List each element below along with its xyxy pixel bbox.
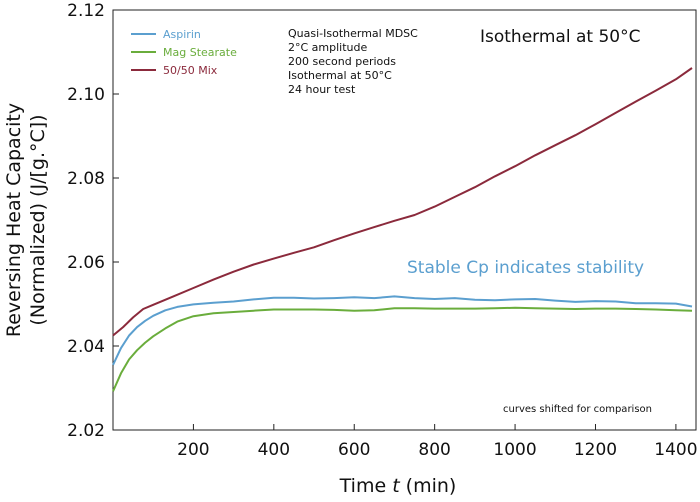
y-tick-label: 2.10: [67, 85, 105, 105]
shift-note: curves shifted for comparison: [503, 404, 652, 415]
x-tick-label: 1000: [493, 440, 536, 460]
method-note-line: Quasi-Isothermal MDSC: [288, 27, 418, 40]
y-tick-label: 2.08: [67, 169, 105, 189]
y-tick-label: 2.12: [67, 1, 105, 21]
method-note-line: 24 hour test: [288, 83, 356, 96]
x-axis-title-prefix: Time: [339, 475, 393, 497]
legend: Aspirin Mag Stearate 50/50 Mix: [131, 28, 237, 77]
method-note-line: 200 second periods: [288, 55, 396, 68]
y-tick-label: 2.04: [67, 337, 105, 357]
y-tick-label: 2.02: [67, 421, 105, 441]
stable-annotation: Stable Cp indicates stability: [407, 258, 644, 278]
series-line-mag-stearate: [112, 306, 693, 392]
x-tick-label: 200: [177, 440, 209, 460]
x-tick-label: 800: [418, 440, 450, 460]
series-line-50-50-mix: [112, 67, 693, 337]
x-axis-title-variable: t: [392, 475, 401, 497]
x-tick-label: 400: [258, 440, 290, 460]
y-axis-title-line1: Reversing Heat Capacity: [3, 103, 25, 337]
x-tick-label: 600: [338, 440, 370, 460]
y-axis: 2.02 2.04 2.06 2.08 2.10 2.12: [67, 1, 119, 441]
x-axis-title: Time t (min): [339, 475, 457, 497]
y-tick-label: 2.06: [67, 253, 105, 273]
x-tick-label: 1400: [654, 440, 697, 460]
series-lines: [112, 67, 693, 392]
headline-annotation: Isothermal at 50°C: [480, 27, 640, 47]
legend-label-50-50-mix: 50/50 Mix: [163, 64, 218, 77]
x-axis-title-suffix: (min): [400, 475, 457, 497]
legend-label-aspirin: Aspirin: [163, 28, 201, 41]
series-line-aspirin: [112, 295, 693, 366]
method-note-line: Isothermal at 50°C: [288, 69, 392, 82]
x-tick-label: 1200: [574, 440, 617, 460]
legend-label-mag-stearate: Mag Stearate: [163, 46, 237, 59]
y-axis-title-line2: (Normalized) (J/[g.°C]): [27, 114, 49, 325]
x-axis: 200 400 600 800 1000 1200 1400: [177, 424, 698, 460]
method-note-line: 2°C amplitude: [288, 41, 367, 54]
plot-frame: [112, 9, 697, 431]
